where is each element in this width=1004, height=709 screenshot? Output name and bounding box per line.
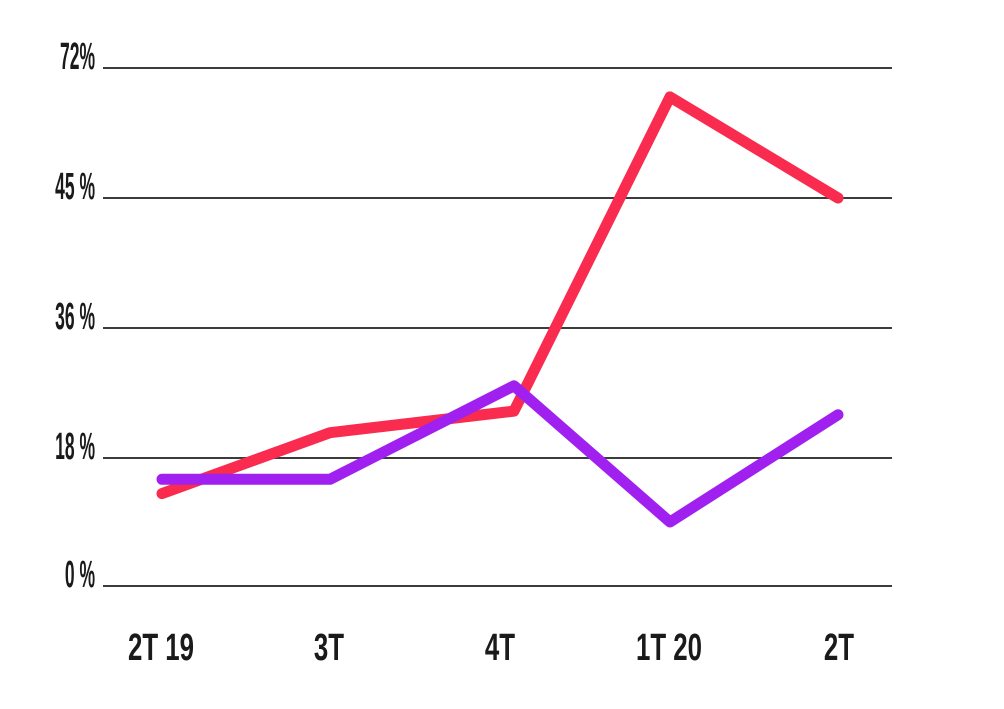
- y-tick-label: 45 %: [55, 166, 95, 208]
- x-tick-label: 4T: [484, 627, 516, 669]
- y-tick-label: 72%: [60, 36, 95, 78]
- x-tick-label: 2T: [823, 627, 855, 669]
- y-tick-label: 0 %: [64, 554, 95, 596]
- x-tick-label: 2T 19: [127, 627, 195, 669]
- x-tick-label: 3T: [313, 627, 345, 669]
- purple-series-line: [156, 380, 844, 528]
- red-series-line: [156, 91, 844, 500]
- y-tick-label: 36 %: [55, 296, 95, 338]
- y-tick-label: 18 %: [55, 426, 95, 468]
- x-tick-label: 1T 20: [635, 627, 703, 669]
